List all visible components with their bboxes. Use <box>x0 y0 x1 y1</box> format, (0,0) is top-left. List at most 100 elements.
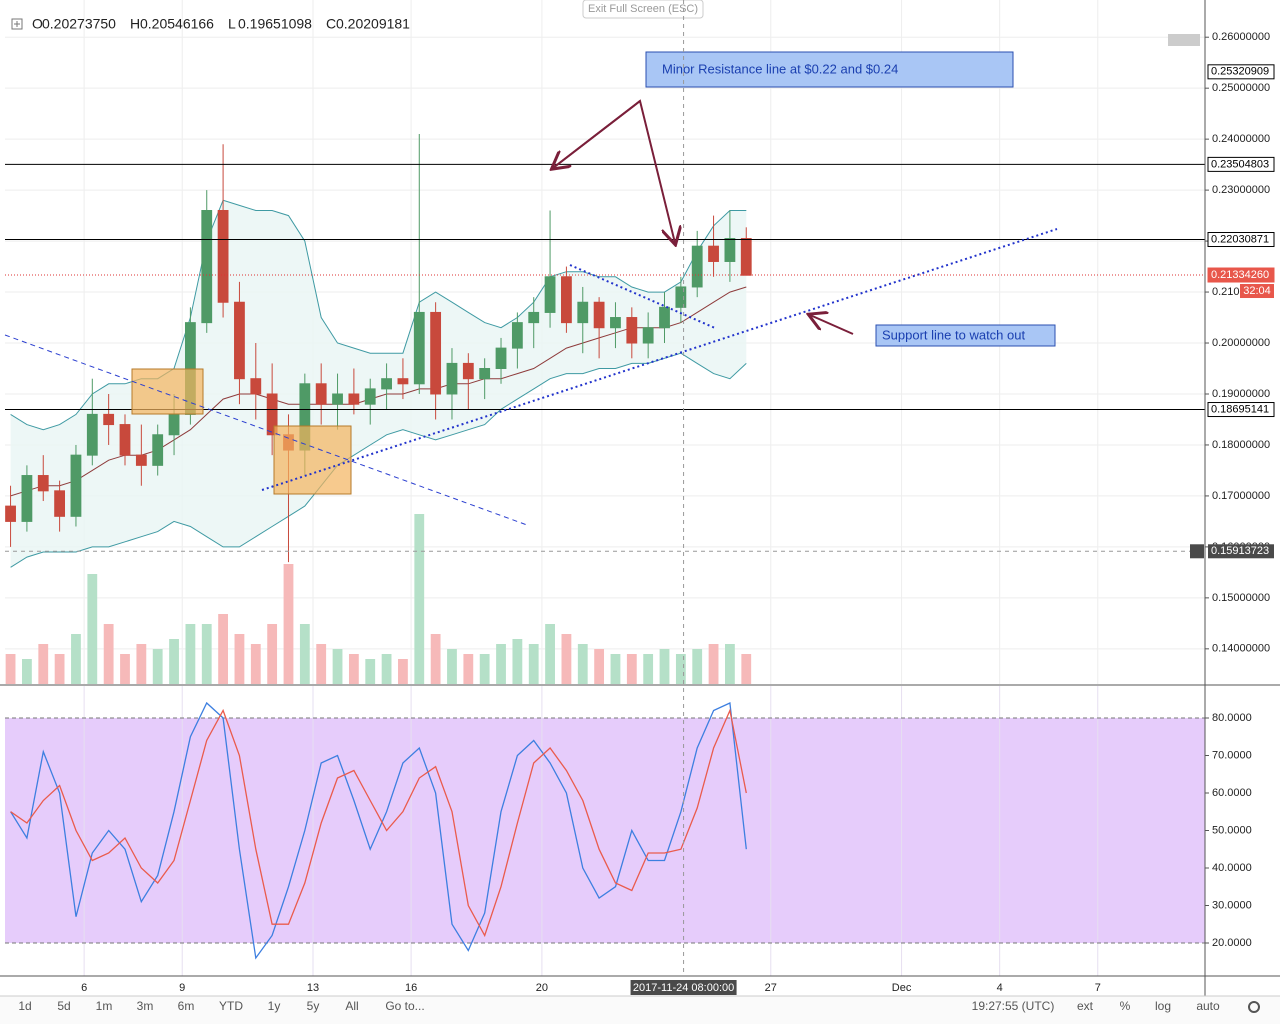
crosshair-y-label: 0.15913723 <box>1211 545 1269 557</box>
volume-bar <box>725 644 735 684</box>
candle-body <box>364 388 376 405</box>
candle-body <box>544 276 556 313</box>
drawings: Minor Resistance line at $0.22 and $0.24… <box>4 0 1200 526</box>
option-button[interactable]: log <box>1155 999 1171 1013</box>
volume-bar <box>299 624 310 684</box>
price-label-box <box>1207 267 1275 283</box>
candle-body <box>54 490 66 517</box>
range-button[interactable]: 6m <box>178 999 195 1013</box>
volume-bar <box>594 649 605 684</box>
y-tick-label: 0.24000000 <box>1212 133 1270 145</box>
candle-body <box>315 383 327 405</box>
candle-body <box>528 311 540 324</box>
collapse-icon[interactable] <box>11 18 23 30</box>
y-tick-label: 0.26000000 <box>1212 31 1270 43</box>
option-button[interactable]: auto <box>1196 999 1220 1013</box>
y-tick-label: 0.14000000 <box>1212 643 1270 655</box>
volume-bar <box>267 624 278 684</box>
y-tick-label: 20.0000 <box>1212 937 1252 949</box>
volume-bar <box>659 649 670 684</box>
volume-bar <box>250 644 261 684</box>
volume-bar <box>365 659 376 684</box>
range-button[interactable]: 1m <box>96 999 113 1013</box>
volume-bar <box>577 644 588 684</box>
candle-body <box>103 413 115 426</box>
candle-body <box>152 434 164 466</box>
volume-bar <box>692 649 703 684</box>
volume-bar <box>87 574 98 684</box>
stoch-line <box>10 708 747 938</box>
candle-body <box>479 368 491 380</box>
candle-body <box>397 378 409 385</box>
price-label-box <box>1207 232 1275 248</box>
range-button[interactable]: 5y <box>307 999 320 1013</box>
candle-body <box>70 454 82 517</box>
x-tick-label: 13 <box>307 982 319 994</box>
y-tick-label: 0.15000000 <box>1212 592 1270 604</box>
range-button[interactable]: 5d <box>57 999 70 1013</box>
pane-buttons[interactable] <box>1168 34 1200 46</box>
toolbar: 1d 5d 1m 3m 6m YTD 1y 5y All Go to... 19:27:55 (UT… <box>0 995 1280 1024</box>
exit-button[interactable] <box>582 0 704 19</box>
candle-body <box>642 327 654 344</box>
ohlc-key: H <box>130 16 140 32</box>
x-tick-label: 4 <box>997 982 1003 994</box>
y-tick-label: 80.0000 <box>1212 712 1252 724</box>
volume-bar <box>463 654 474 684</box>
option-button[interactable]: % <box>1120 999 1131 1013</box>
candle-body <box>740 238 752 276</box>
volume-bar <box>332 649 343 684</box>
range-button[interactable]: YTD <box>219 999 243 1013</box>
volume-bar <box>316 644 327 684</box>
candle-body <box>86 413 98 456</box>
volume-bar <box>201 624 212 684</box>
annotation: Support line to watch out <box>882 327 1025 342</box>
x-tick-label: 20 <box>536 982 548 994</box>
ohlc-value: 0.20546166 <box>140 16 214 32</box>
volume-bar <box>741 654 752 684</box>
annotation-box <box>875 324 1056 347</box>
x-tick-label: 27 <box>765 982 777 994</box>
price-pane <box>5 0 1205 684</box>
ohlc-value: 0.19651098 <box>238 16 312 32</box>
band-basis <box>10 286 747 497</box>
y-tick-label: 0.19000000 <box>1212 388 1270 400</box>
zone-box <box>273 425 352 495</box>
volume-bar <box>496 644 506 684</box>
candle-body <box>446 362 458 395</box>
candle-body <box>21 475 33 522</box>
volume-bar <box>512 639 523 684</box>
range-button[interactable]: Go to... <box>385 999 424 1013</box>
candle-body <box>593 301 605 329</box>
x-tick-label: 16 <box>405 982 417 994</box>
ohlc-key: C <box>326 16 336 32</box>
volume-bar <box>22 659 32 684</box>
candle-body <box>5 505 16 522</box>
candle-body <box>168 413 180 436</box>
axes: 6913162027Dec470.140000000.150000000.160… <box>0 0 1280 996</box>
price-label: 0.25320909 <box>1211 66 1269 78</box>
range-button[interactable]: 1y <box>268 999 281 1013</box>
option-button[interactable]: ext <box>1077 999 1094 1013</box>
range-button[interactable]: All <box>345 999 358 1013</box>
volume-bar <box>643 654 654 684</box>
candle-body <box>724 238 736 262</box>
volume-bar <box>447 649 457 684</box>
crosshair-y-box <box>1208 544 1274 559</box>
settings-icon[interactable] <box>1248 1001 1260 1013</box>
candle-body <box>675 286 687 308</box>
ohlc-key: L <box>228 16 236 32</box>
exit-label[interactable]: Exit Full Screen (ESC) <box>588 3 698 15</box>
range-button[interactable]: 1d <box>18 999 31 1013</box>
trend-line <box>4 334 528 526</box>
crosshair-add[interactable] <box>1190 544 1204 559</box>
range-button[interactable]: 3m <box>137 999 154 1013</box>
volume-bar <box>185 624 196 684</box>
volume-bar <box>54 654 65 684</box>
price-label-box <box>1207 156 1275 172</box>
candle-body <box>234 301 245 380</box>
volume-bar <box>430 634 441 684</box>
y-tick-label: 70.0000 <box>1212 749 1252 761</box>
